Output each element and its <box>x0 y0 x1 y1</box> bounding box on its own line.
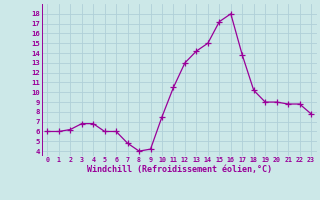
X-axis label: Windchill (Refroidissement éolien,°C): Windchill (Refroidissement éolien,°C) <box>87 165 272 174</box>
